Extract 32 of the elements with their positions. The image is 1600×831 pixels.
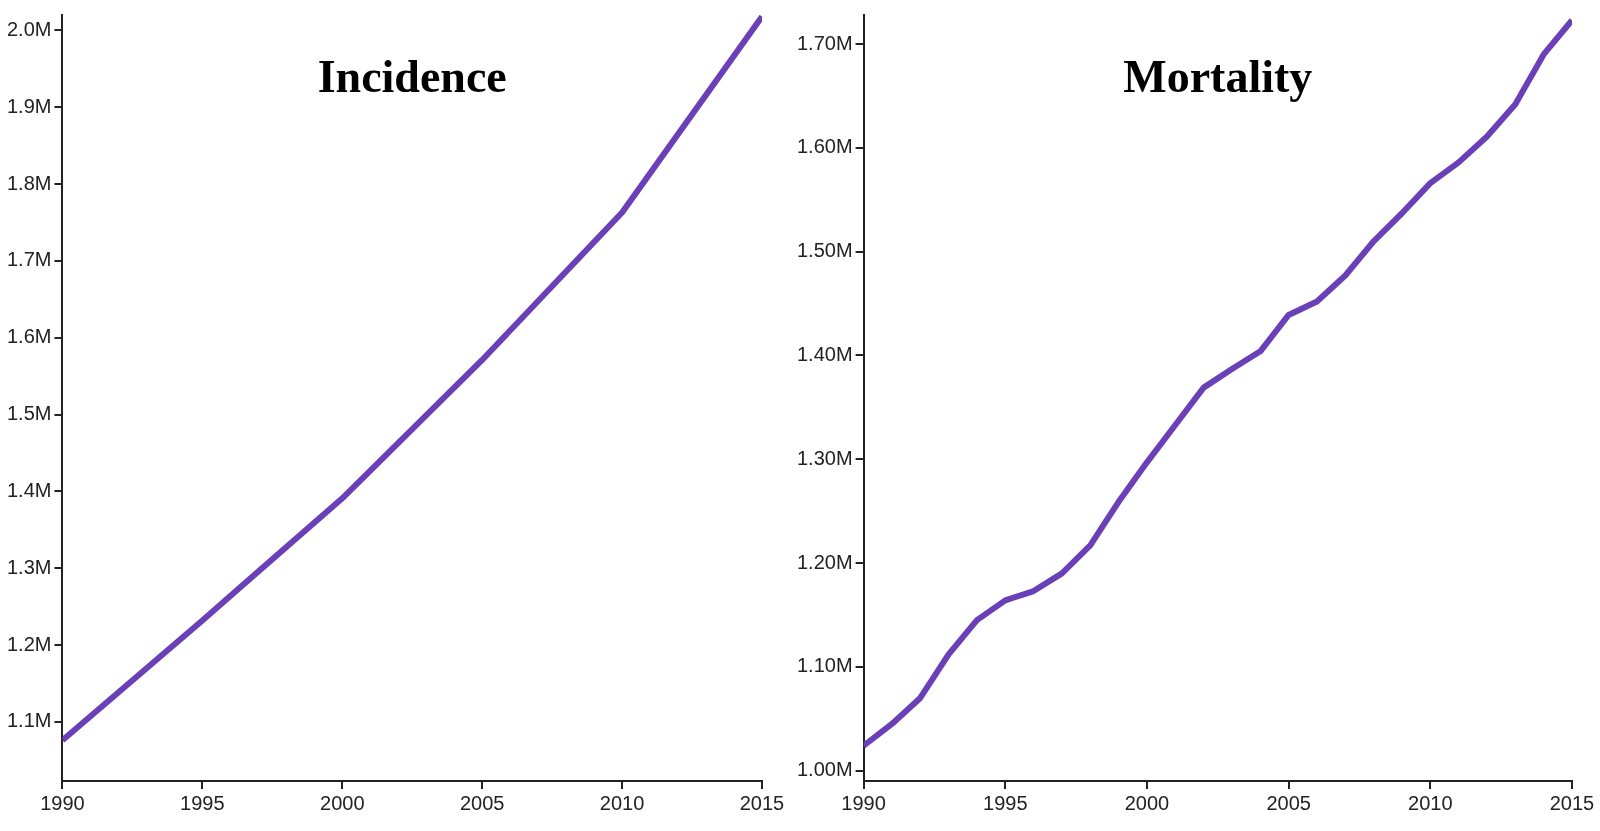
- y-tick-label: 1.70M: [796, 31, 853, 54]
- y-tick-label: 1.60M: [796, 135, 853, 158]
- x-tick-label: 1990: [841, 791, 886, 814]
- y-tick-label: 1.8M: [6, 171, 52, 194]
- y-tick-label: 1.40M: [796, 342, 853, 365]
- y-tick-label: 1.6M: [6, 325, 52, 348]
- x-tick-label: 1990: [40, 791, 85, 814]
- x-tick-label: 2010: [599, 791, 645, 814]
- x-tick-label: 2000: [320, 791, 365, 814]
- y-tick-label: 1.00M: [796, 758, 853, 781]
- y-tick-label: 1.5M: [6, 402, 52, 425]
- x-tick-label: 2010: [1408, 791, 1453, 814]
- y-tick-label: 1.20M: [796, 550, 853, 573]
- x-tick-label: 2000: [1124, 791, 1170, 814]
- y-tick-label: 1.2M: [6, 632, 52, 655]
- y-tick-label: 1.10M: [796, 654, 853, 677]
- y-tick-label: 2.0M: [6, 17, 52, 40]
- y-tick-label: 1.3M: [6, 555, 52, 578]
- x-tick-label: 2005: [459, 791, 505, 814]
- text: Incidence: [317, 50, 507, 102]
- x-tick-label: 1995: [983, 791, 1028, 814]
- x-tick-label: 2005: [1266, 791, 1311, 814]
- y-tick-label: 1.1M: [6, 709, 52, 732]
- x-tick-label: 2015: [1549, 791, 1595, 814]
- y-tick-label: 1.7M: [6, 248, 52, 271]
- y-tick-label: 1.9M: [6, 94, 52, 117]
- text: Mortality: [1123, 50, 1313, 102]
- x-tick-label: 2015: [739, 791, 785, 814]
- y-tick-label: 1.30M: [796, 446, 853, 469]
- x-tick-label: 1995: [180, 791, 225, 814]
- y-tick-label: 1.4M: [6, 478, 52, 501]
- y-tick-label: 1.50M: [796, 239, 853, 262]
